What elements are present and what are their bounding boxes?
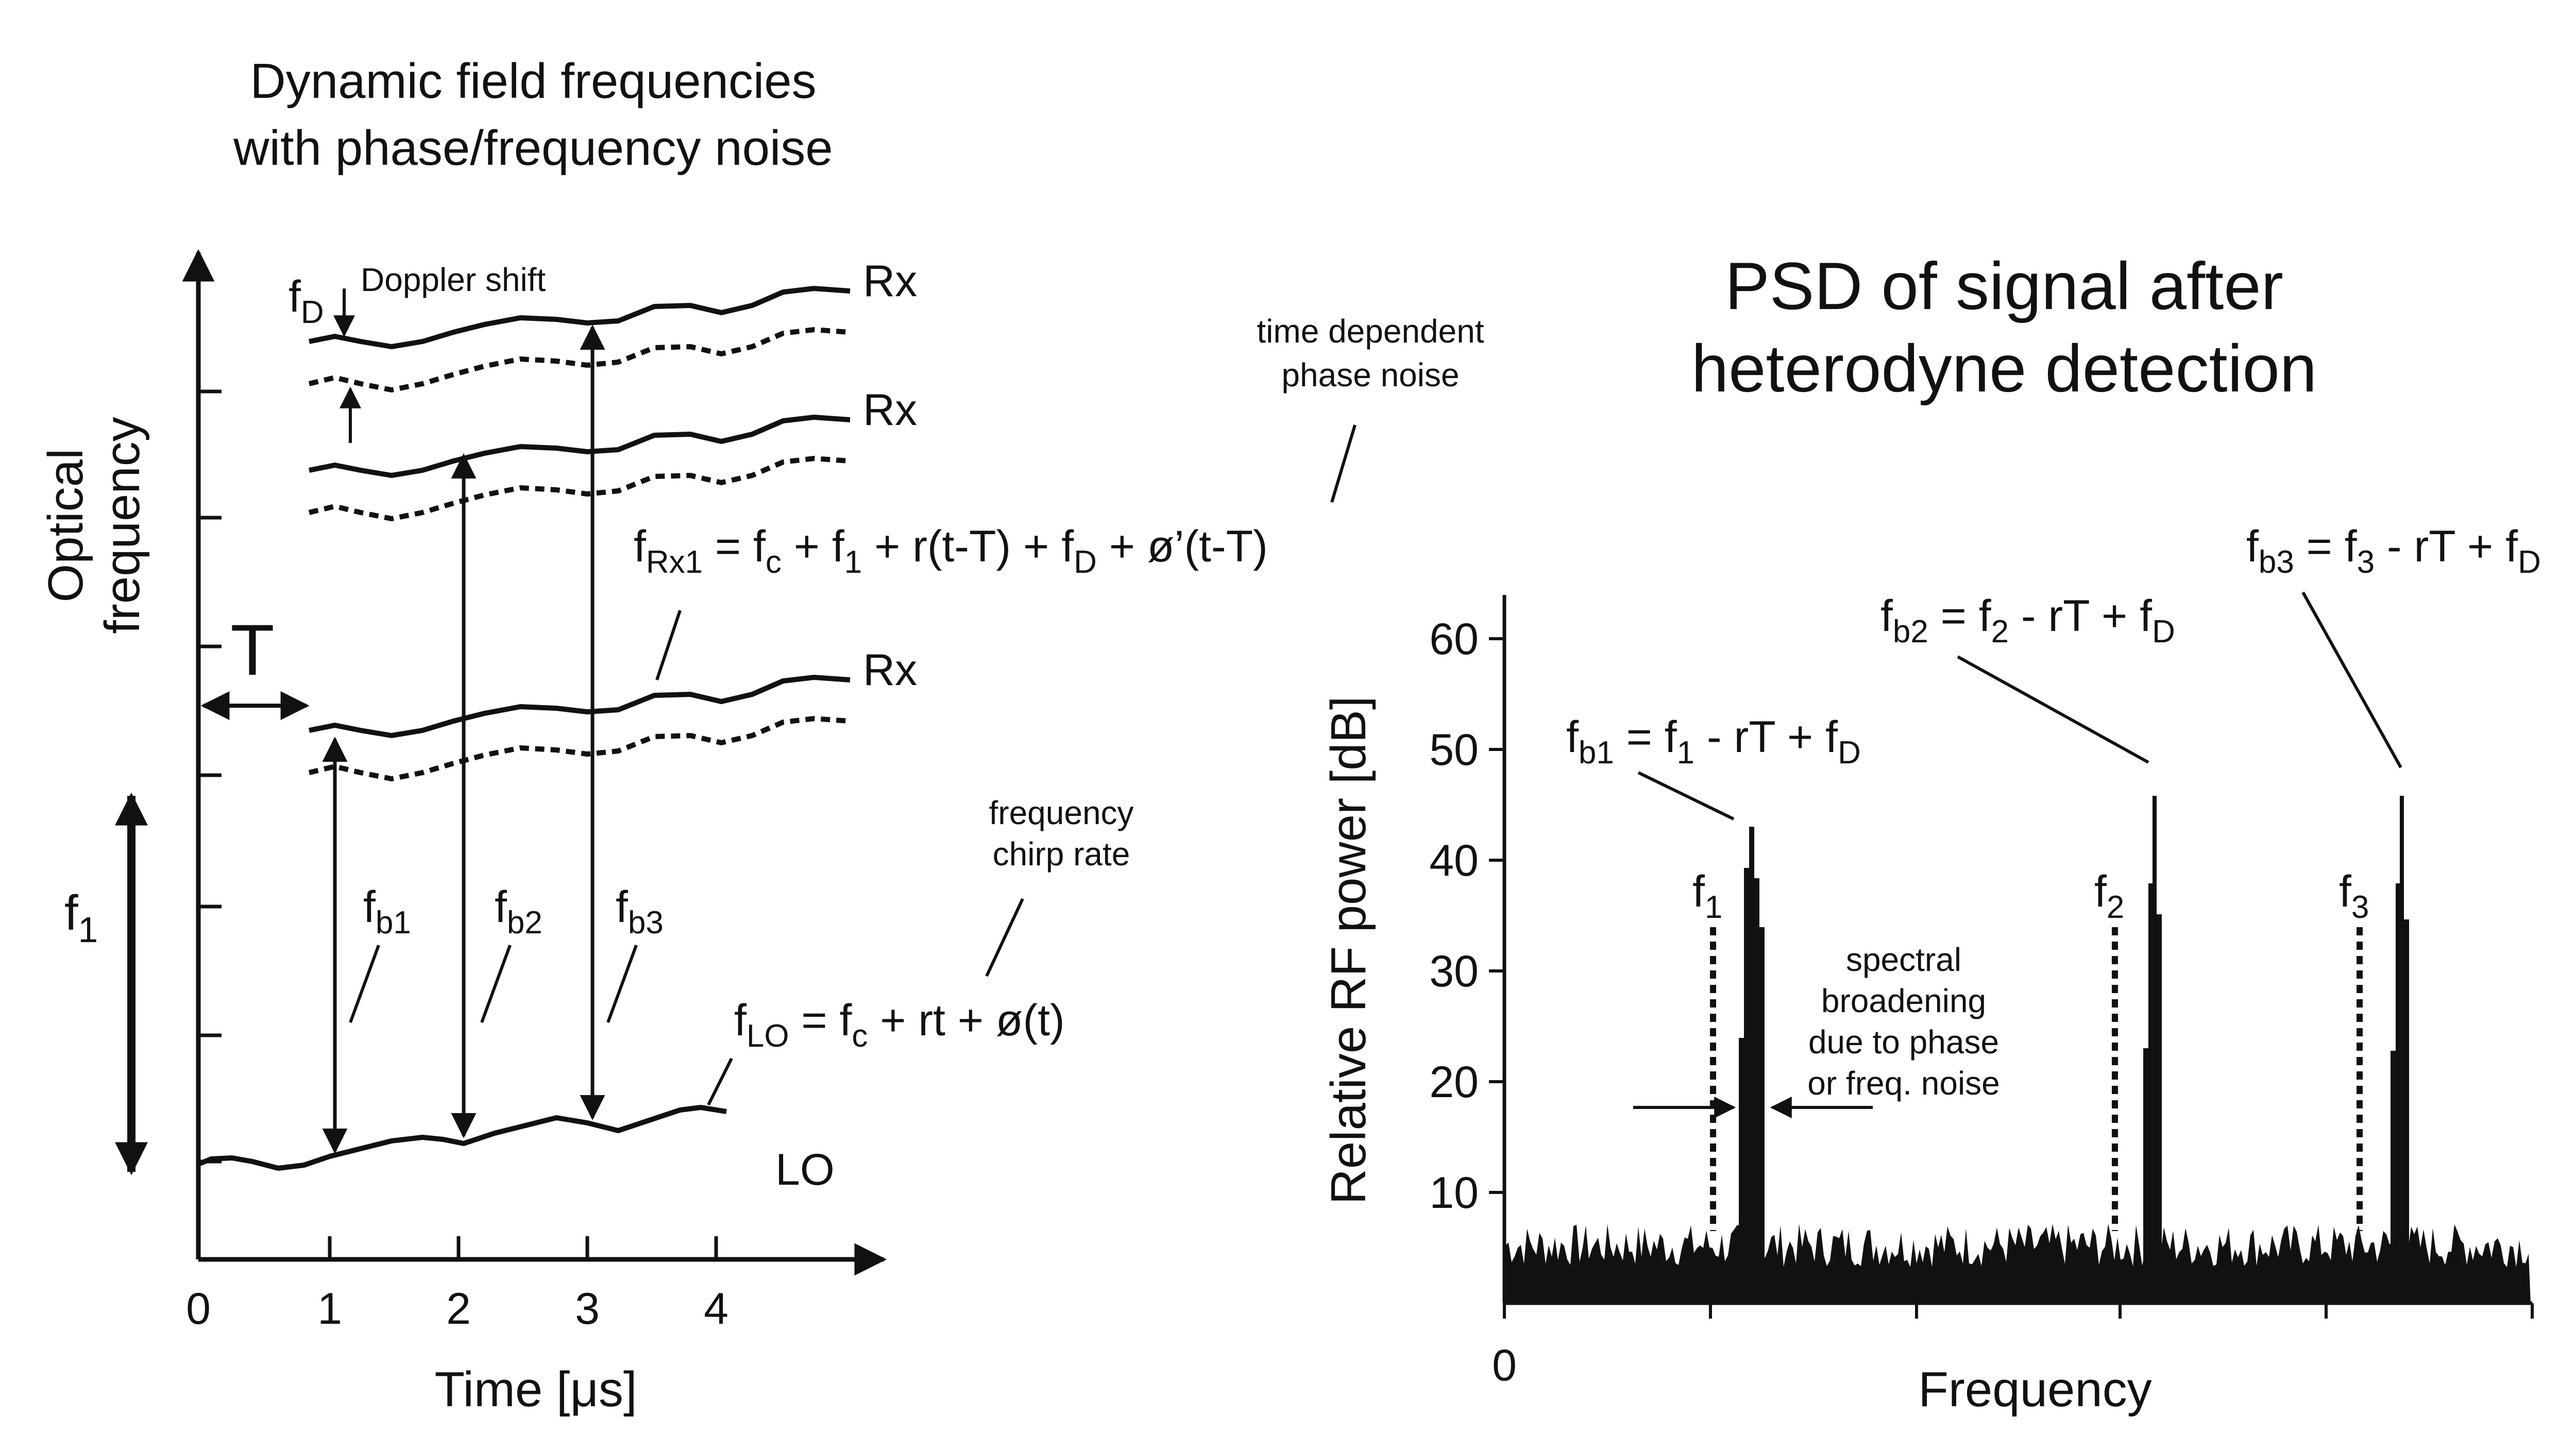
fb2-equation: fb2 = f2 - rT + fD [1880,591,2175,650]
rx-label-3: Rx [863,257,917,306]
right-y-tick-40: 40 [1429,836,1479,885]
rx-curve-2 [309,415,851,478]
fb1-equation: fb1 = f1 - rT + fD [1566,712,1861,771]
left-y-axis-label-line1: Optical [38,449,93,603]
f1-range-label: f1 [64,885,98,950]
lo-curve [197,1105,727,1171]
chirp-label-line2: chirp rate [993,835,1130,873]
fb1-equation-leader [1637,771,1735,821]
left-x-tick-4: 4 [704,1284,728,1334]
rx-curve-3 [309,286,851,349]
right-y-ticks [1489,637,1504,1194]
right-title-line1: PSD of signal after [1725,248,2283,323]
broadening-label-line1: spectral [1846,941,1961,978]
lo-label: LO [775,1145,835,1194]
rx-curve-1 [309,675,851,738]
rx-label-1: Rx [863,645,917,695]
right-y-tick-30: 30 [1429,947,1479,996]
chirp-label-line1: frequency [989,794,1133,831]
rx-noise-curve-2 [308,456,851,521]
peak-b1 [1739,827,1765,1303]
rx-equation-leader [655,610,682,680]
f2-marker-label: f2 [2094,867,2124,925]
phase-noise-leader [1330,424,1357,503]
fb1-leader [349,944,380,1023]
chirp-leader [985,898,1024,977]
right-y-tick-10: 10 [1429,1168,1479,1218]
left-title-line2: with phase/frequency noise [233,121,833,176]
f3-marker-label: f3 [2339,867,2369,925]
broadening-label-line4: or freq. noise [1807,1065,2000,1102]
T-label: T [230,609,275,690]
right-panel: PSD of signal after heterodyne detection… [1321,248,2541,1417]
doppler-shift-label: Doppler shift [361,261,546,298]
fb1-label: fb1 [363,882,411,941]
phase-noise-label-line1: time dependent [1257,313,1484,350]
fb3-equation-leader [2301,591,2402,769]
left-y-axis-label-line2: frequency [95,417,150,634]
phase-noise-label-line2: phase noise [1281,356,1459,394]
fb3-leader [606,944,638,1023]
right-y-tick-50: 50 [1429,725,1479,775]
left-panel: Dynamic field frequencies with phase/fre… [38,54,1484,1417]
right-x-axis-label: Frequency [1918,1362,2152,1417]
rx-noise-curve-1 [308,716,851,781]
left-x-tick-1: 1 [317,1284,342,1334]
fb2-label: fb2 [495,882,543,941]
peak-b3 [2391,796,2409,1303]
left-x-axis-label: Time [μs] [434,1362,637,1417]
rx-noise-curve-3 [308,327,851,392]
right-y-tick-60: 60 [1429,614,1479,664]
left-x-tick-2: 2 [446,1284,471,1334]
left-x-tick-0: 0 [186,1284,211,1334]
fb2-equation-leader [1957,655,2149,764]
fb3-label: fb3 [616,882,664,941]
broadening-label-line2: broadening [1821,982,1986,1019]
noise-floor [1505,1223,2531,1303]
fb3-equation: fb3 = f3 - rT + fD [2246,522,2541,580]
f1-marker-label: f1 [1692,867,1722,925]
right-title-line2: heterodyne detection [1691,331,2317,406]
right-x-ticks [1503,1303,2534,1319]
fD-label: fD [289,272,324,330]
fb2-leader [480,944,512,1023]
rx-label-2: Rx [863,385,917,435]
rx-equation: fRx1 = fc + f1 + r(t-T) + fD + ø’(t-T) [634,522,1268,580]
peak-b2 [2143,796,2162,1303]
lo-equation-leader [707,1057,733,1106]
right-y-axis-label: Relative RF power [dB] [1321,696,1376,1204]
left-y-ticks [198,389,222,1164]
broadening-label-line3: due to phase [1808,1023,1999,1061]
left-title-line1: Dynamic field frequencies [250,54,816,109]
right-x-zero: 0 [1492,1341,1517,1390]
lo-equation: fLO = fc + rt + ø(t) [734,996,1065,1054]
right-y-tick-20: 20 [1429,1057,1479,1107]
left-x-ticks [328,1236,718,1259]
left-x-tick-3: 3 [575,1284,600,1334]
